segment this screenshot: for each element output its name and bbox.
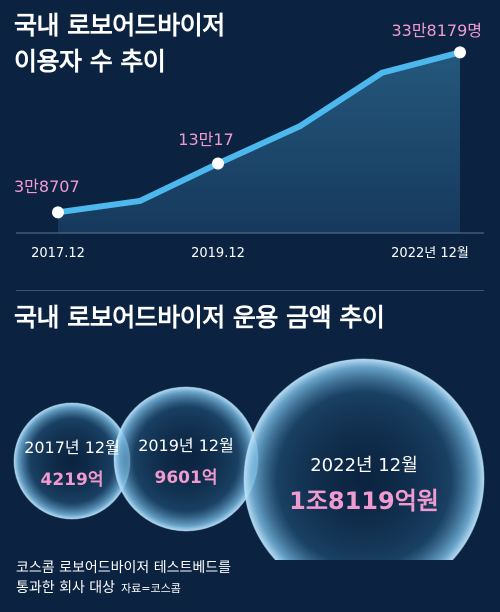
footnote: 코스콤 로보어드바이저 테스트베드를 통과한 회사 대상 자료=코스콤 (16, 558, 231, 599)
bubble-category-label: 2022년 12월 (310, 455, 418, 476)
data-label: 13만17 (178, 130, 233, 149)
bubble-value-label: 9601억 (155, 468, 218, 488)
bubble (243, 358, 485, 560)
data-label: 33만8179명 (391, 21, 482, 40)
data-label: 3만8707 (14, 177, 80, 196)
bubble-category-label: 2019년 12월 (138, 436, 234, 455)
x-tick-label: 2017.12 (31, 246, 85, 261)
chart1-title-line2: 이용자 수 추이 (14, 47, 166, 76)
users-series-line (55, 49, 463, 216)
bubble-value-label: 1조8119억원 (289, 487, 439, 515)
users-area-fill (58, 52, 460, 233)
aum-bubble-chart: 2017년 12월 4219억 2019년 12월 9601억 2022년 12월 1조8… (13, 358, 485, 560)
source-note: 자료=코스콤 (121, 582, 181, 595)
chart1-title: 국내 로보어드바이저 이용자 수 추이 (14, 8, 225, 80)
x-tick-label: 2019.12 (191, 246, 245, 261)
data-point (454, 46, 466, 59)
x-tick-label: 2022년 12월 (391, 246, 469, 261)
footnote-line2: 통과한 회사 대상 (16, 580, 116, 596)
bubble-category-label: 2017년 12월 (24, 438, 120, 457)
section-divider (16, 290, 484, 291)
bubble (13, 402, 131, 520)
users-area-chart: 2017.12 2019.12 2022년 12월 3만8707 13만17 33만81… (14, 21, 484, 261)
bubble-value-label: 4219억 (41, 470, 104, 490)
data-point (52, 206, 64, 219)
chart1-title-line1: 국내 로보어드바이저 (14, 11, 225, 40)
footnote-line1: 코스콤 로보어드바이저 테스트베드를 (16, 560, 231, 576)
data-point (212, 157, 224, 170)
bubble (113, 386, 259, 532)
chart2-title: 국내 로보어드바이저 운용 금액 추이 (14, 303, 385, 332)
